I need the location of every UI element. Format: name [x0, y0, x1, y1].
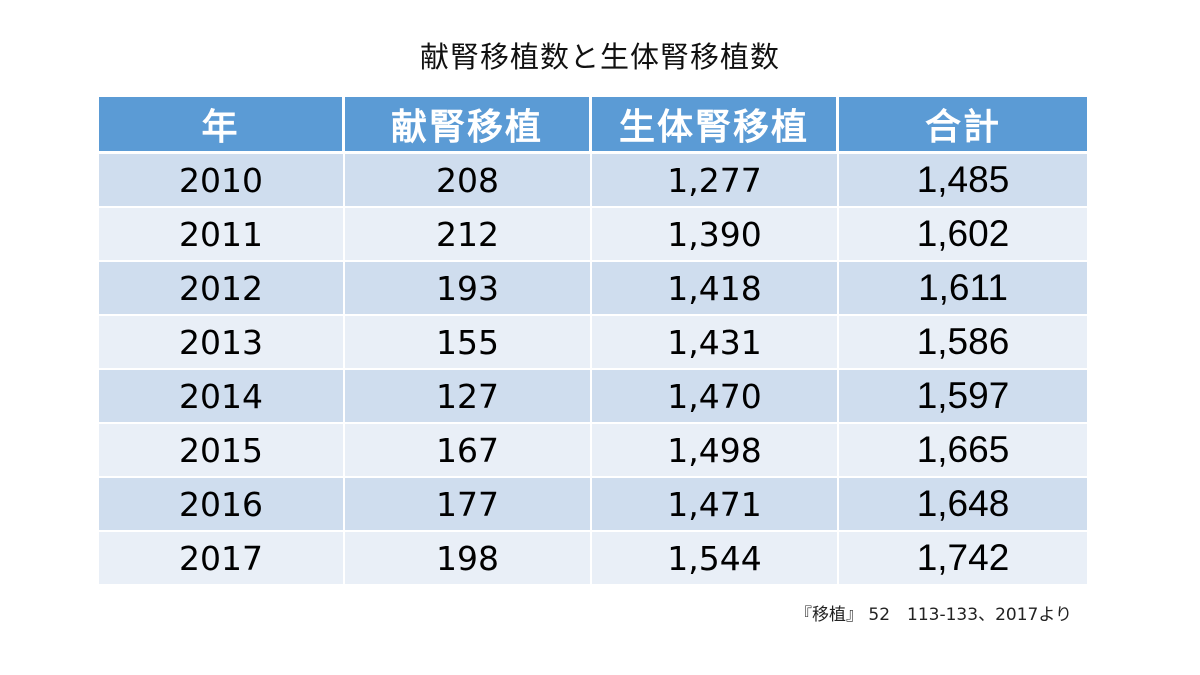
deceased-donor-cell: 177 [345, 478, 592, 532]
year-cell: 2015 [99, 424, 345, 478]
source-citation: 『移植』 52 113-133、2017より [795, 605, 1072, 625]
living-donor-cell: 1,431 [592, 316, 839, 370]
deceased-donor-cell: 212 [345, 208, 592, 262]
table-row: 2012 193 1,418 1,611 [99, 262, 1087, 316]
total-cell: 1,742 [839, 532, 1087, 586]
deceased-donor-cell: 208 [345, 154, 592, 208]
living-donor-cell: 1,544 [592, 532, 839, 586]
total-cell: 1,602 [839, 208, 1087, 262]
header-deceased-donor: 献腎移植 [345, 97, 592, 154]
header-year: 年 [99, 97, 345, 154]
living-donor-cell: 1,418 [592, 262, 839, 316]
deceased-donor-cell: 193 [345, 262, 592, 316]
total-cell: 1,586 [839, 316, 1087, 370]
deceased-donor-cell: 155 [345, 316, 592, 370]
living-donor-cell: 1,470 [592, 370, 839, 424]
deceased-donor-cell: 198 [345, 532, 592, 586]
table-row: 2015 167 1,498 1,665 [99, 424, 1087, 478]
living-donor-cell: 1,498 [592, 424, 839, 478]
total-cell: 1,611 [839, 262, 1087, 316]
table-row: 2010 208 1,277 1,485 [99, 154, 1087, 208]
table-row: 2017 198 1,544 1,742 [99, 532, 1087, 586]
table-header-row: 年 献腎移植 生体腎移植 合計 [99, 97, 1087, 154]
total-cell: 1,665 [839, 424, 1087, 478]
total-cell: 1,485 [839, 154, 1087, 208]
total-cell: 1,597 [839, 370, 1087, 424]
table-row: 2016 177 1,471 1,648 [99, 478, 1087, 532]
header-total: 合計 [839, 97, 1087, 154]
transplant-table: 年 献腎移植 生体腎移植 合計 2010 208 1,277 1,485 201… [99, 97, 1087, 586]
deceased-donor-cell: 167 [345, 424, 592, 478]
year-cell: 2013 [99, 316, 345, 370]
year-cell: 2016 [99, 478, 345, 532]
header-living-donor: 生体腎移植 [592, 97, 839, 154]
living-donor-cell: 1,277 [592, 154, 839, 208]
deceased-donor-cell: 127 [345, 370, 592, 424]
total-cell: 1,648 [839, 478, 1087, 532]
table-row: 2013 155 1,431 1,586 [99, 316, 1087, 370]
year-cell: 2014 [99, 370, 345, 424]
year-cell: 2011 [99, 208, 345, 262]
living-donor-cell: 1,390 [592, 208, 839, 262]
table-row: 2014 127 1,470 1,597 [99, 370, 1087, 424]
year-cell: 2017 [99, 532, 345, 586]
year-cell: 2012 [99, 262, 345, 316]
page-title: 献腎移植数と生体腎移植数 [419, 40, 780, 74]
year-cell: 2010 [99, 154, 345, 208]
living-donor-cell: 1,471 [592, 478, 839, 532]
table-row: 2011 212 1,390 1,602 [99, 208, 1087, 262]
